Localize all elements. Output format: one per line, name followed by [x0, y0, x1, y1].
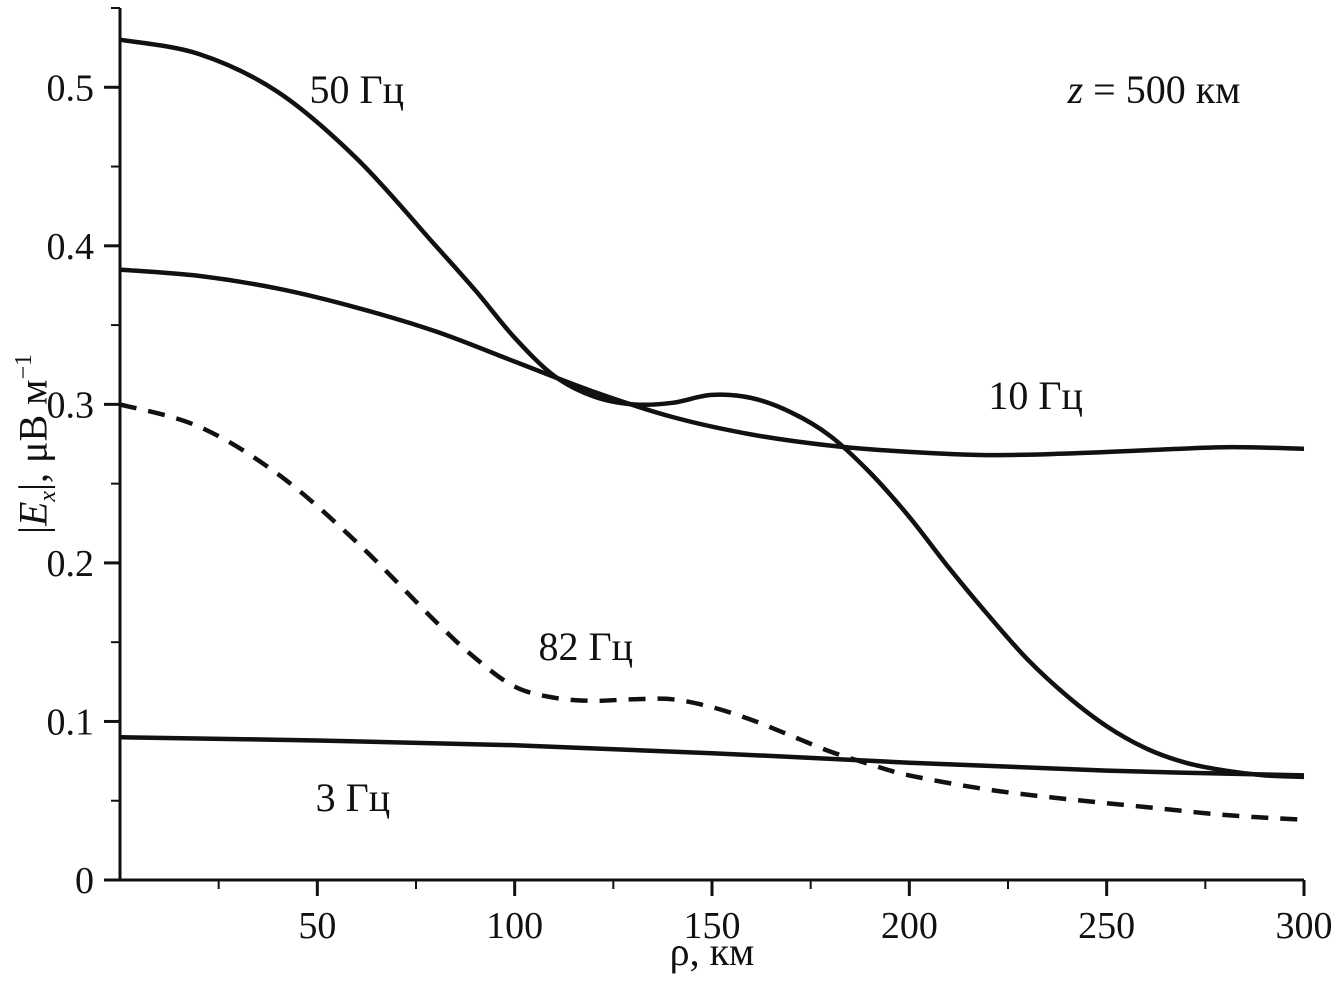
annotation-value: = 500 км: [1083, 67, 1241, 113]
svg-text:100: 100: [486, 905, 543, 947]
svg-text:200: 200: [881, 905, 938, 947]
svg-text:250: 250: [1078, 905, 1135, 947]
svg-text:0.4: 0.4: [47, 226, 95, 268]
y-label-subscript: x: [34, 490, 61, 502]
y-label-exponent: −1: [11, 353, 38, 380]
series-label-82hz: 82 Гц: [538, 623, 633, 669]
svg-text:0: 0: [75, 860, 94, 902]
svg-text:50: 50: [298, 905, 336, 947]
y-label-units: |, μВ м: [10, 379, 56, 491]
y-axis-label: |Ex|, μВ м−1: [10, 353, 61, 535]
x-axis-label: ρ, км: [669, 929, 755, 974]
svg-text:0.2: 0.2: [47, 543, 95, 585]
svg-text:150: 150: [684, 905, 741, 947]
series-label-50hz: 50 Гц: [309, 67, 405, 113]
annotation-variable: z: [1067, 67, 1084, 113]
series-label-3hz: 3 Гц: [315, 774, 391, 820]
svg-text:0.1: 0.1: [47, 701, 95, 743]
y-label-symbol: E: [10, 501, 56, 527]
y-label-bar-open: |: [10, 526, 56, 535]
svg-text:300: 300: [1276, 905, 1331, 947]
annotation-altitude: z = 500 км: [1068, 70, 1241, 110]
series-label-10hz: 10 Гц: [988, 373, 1083, 419]
svg-text:0.5: 0.5: [47, 67, 95, 109]
svg-text:0.3: 0.3: [47, 384, 95, 426]
